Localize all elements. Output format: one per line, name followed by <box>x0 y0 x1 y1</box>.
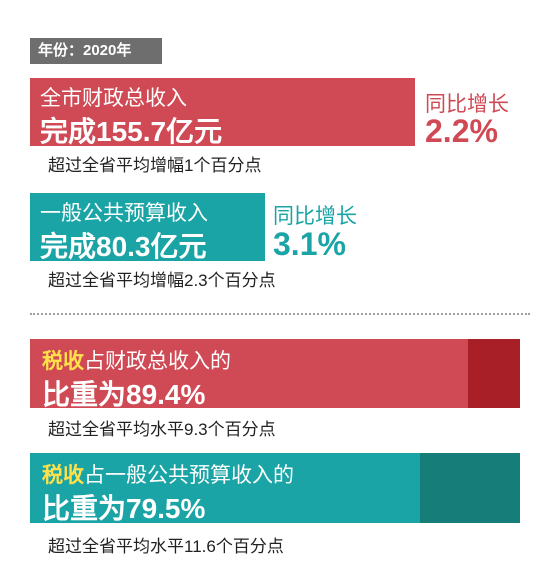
budget-revenue-yoy-label: 同比增长 <box>273 205 357 228</box>
tax-highlight: 税收 <box>42 464 84 487</box>
tax-share-budget-value: 比重为79.5% <box>42 493 206 524</box>
tax-share-budget-bar: 税收占一般公共预算收入的 比重为79.5% <box>30 453 520 524</box>
budget-revenue-label: 一般公共预算收入 <box>40 202 208 225</box>
total-revenue-yoy-value: 2.2% <box>425 113 498 149</box>
budget-revenue-yoy-value: 3.1% <box>273 226 346 262</box>
tax-highlight: 税收 <box>42 350 84 373</box>
tax-share-total-label-rest: 占财政总收入的 <box>84 350 231 373</box>
tax-share-budget-note: 超过全省平均水平11.6个百分点 <box>48 537 284 556</box>
budget-revenue-bar: 一般公共预算收入 完成80.3亿元 <box>30 193 265 262</box>
dotted-divider <box>30 313 530 315</box>
tax-share-total-label: 税收占财政总收入的 <box>42 345 231 375</box>
tax-share-total-bar: 税收占财政总收入的 比重为89.4% <box>30 339 520 410</box>
total-revenue-yoy-label: 同比增长 <box>425 93 509 116</box>
tax-share-total-value: 比重为89.4% <box>42 379 206 410</box>
tax-share-total-note: 超过全省平均水平9.3个百分点 <box>48 420 276 439</box>
tax-share-budget-fill <box>30 453 420 523</box>
year-tag: 年份：2020年 <box>30 38 162 64</box>
total-revenue-amount: 完成155.7亿元 <box>40 116 223 147</box>
total-revenue-note: 超过全省平均增幅1个百分点 <box>48 156 262 175</box>
tax-share-budget-label: 税收占一般公共预算收入的 <box>42 459 294 489</box>
budget-revenue-amount: 完成80.3亿元 <box>40 231 207 262</box>
total-revenue-bar: 全市财政总收入 完成155.7亿元 <box>30 78 415 147</box>
tax-share-total-fill <box>30 339 469 408</box>
total-revenue-label: 全市财政总收入 <box>40 87 187 110</box>
tax-share-budget-label-rest: 占一般公共预算收入的 <box>84 464 294 487</box>
budget-revenue-note: 超过全省平均增幅2.3个百分点 <box>48 271 276 290</box>
